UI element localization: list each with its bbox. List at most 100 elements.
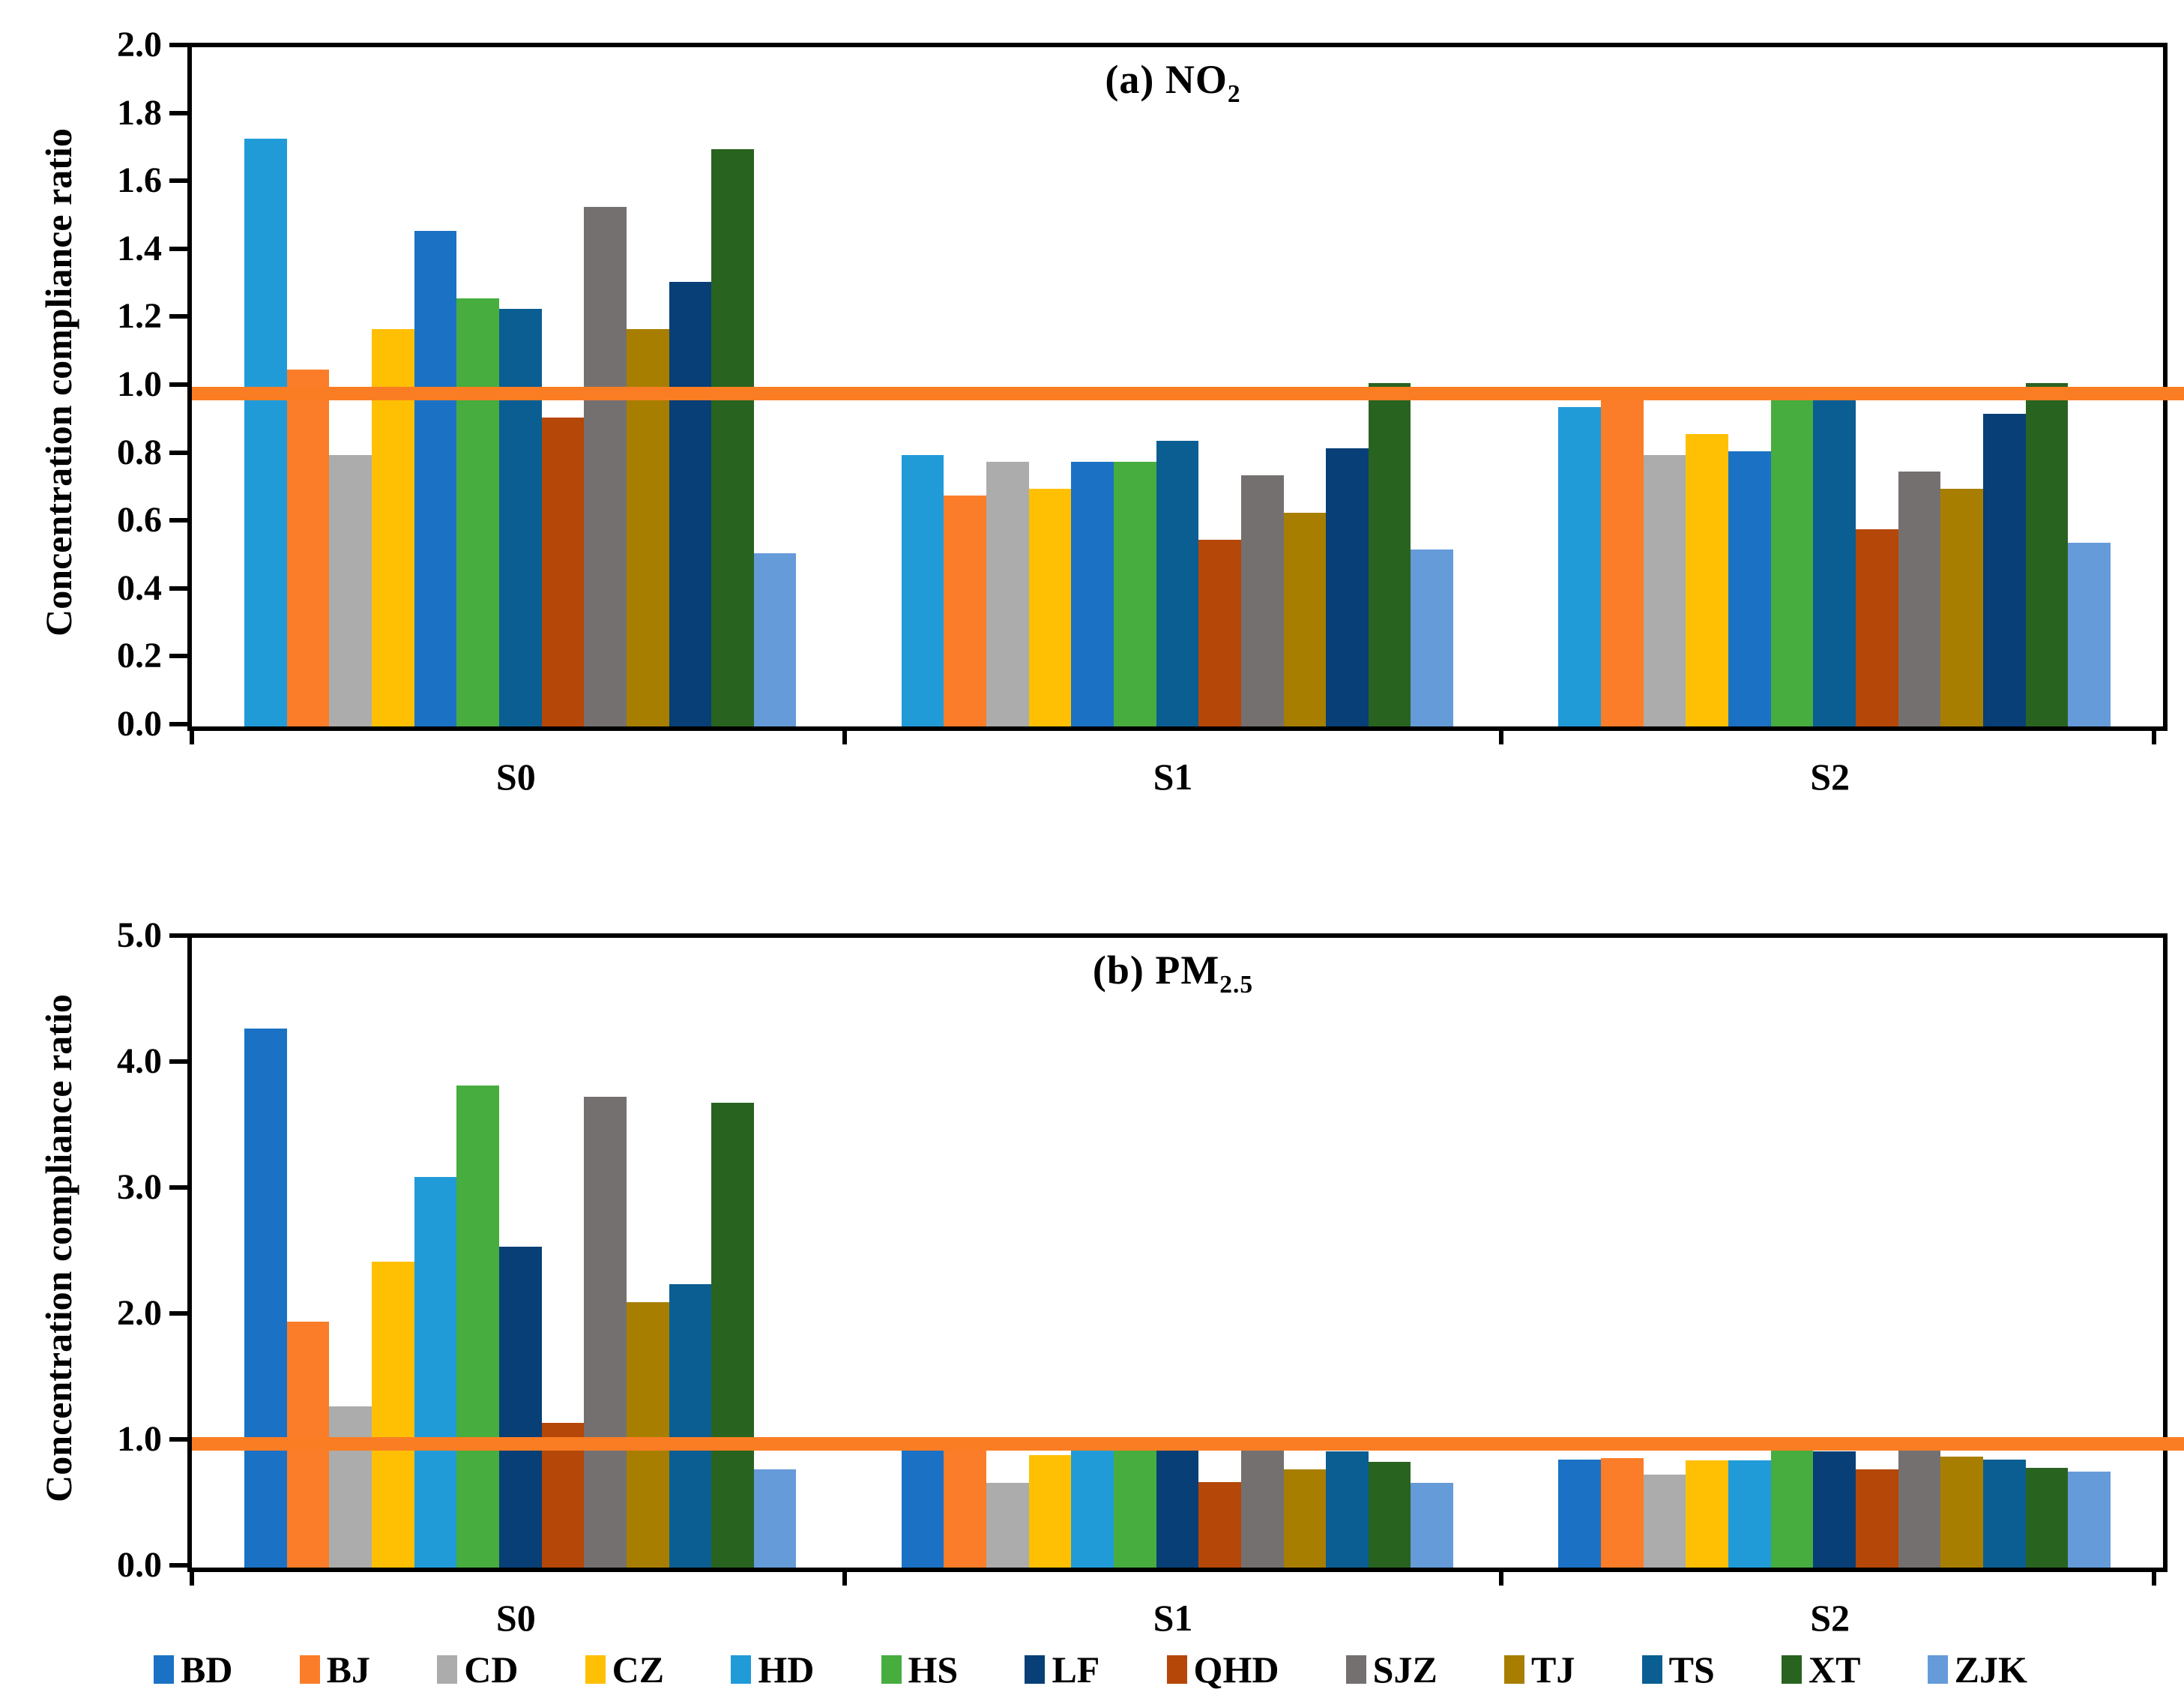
- bar-CD-S2-b: [1643, 1474, 1686, 1568]
- bar-ZJK-S1-a: [1411, 550, 1454, 726]
- y-tick-label: 0.2: [117, 636, 162, 676]
- legend-label-QHD: QHD: [1193, 1649, 1279, 1691]
- y-tick: [169, 518, 187, 523]
- panel-title-text: (b) PM: [1092, 948, 1220, 993]
- y-tick: [169, 314, 187, 319]
- bar-TS-S2-b: [1982, 1459, 2026, 1568]
- panel-title-a: (a) NO2: [187, 56, 2159, 109]
- y-tick: [169, 246, 187, 251]
- y-tick: [169, 382, 187, 387]
- panel-title-text: (a) NO: [1105, 57, 1228, 102]
- legend-swatch-CD: [437, 1655, 458, 1684]
- y-tick-label: 0.0: [117, 1545, 162, 1585]
- bar-CZ-S1-b: [1028, 1455, 1072, 1568]
- bar-BJ-S2-a: [1601, 390, 1644, 726]
- plot-area-b: [187, 933, 2184, 1572]
- bar-SJZ-S1-a: [1240, 475, 1284, 726]
- panel-title-b: (b) PM2.5: [187, 947, 2159, 999]
- legend-label-BJ: BJ: [326, 1649, 371, 1691]
- legend-swatch-HS: [881, 1655, 902, 1684]
- legend-swatch-SJZ: [1345, 1655, 1366, 1684]
- bar-TS-S2-a: [1813, 387, 1856, 726]
- y-tick: [169, 450, 187, 455]
- legend-item-CZ: CZ: [585, 1651, 664, 1688]
- bar-TJ-S2-a: [1940, 488, 1983, 726]
- bar-SJZ-S2-b: [1898, 1450, 1941, 1568]
- bar-QHD-S2-a: [1855, 529, 1898, 726]
- y-tick: [169, 722, 187, 726]
- legend-swatch-XT: [1781, 1655, 1802, 1684]
- legend-swatch-TJ: [1504, 1655, 1525, 1684]
- legend-label-SJZ: SJZ: [1372, 1649, 1438, 1691]
- legend-swatch-TS: [1641, 1655, 1662, 1684]
- bar-HD-S2-a: [1558, 407, 1602, 726]
- bar-BD-S0-a: [414, 230, 457, 726]
- bar-QHD-S2-b: [1855, 1469, 1898, 1568]
- bar-TJ-S1-a: [1283, 512, 1327, 726]
- legend-label-XT: XT: [1808, 1649, 1861, 1691]
- bar-HD-S0-a: [244, 139, 287, 726]
- y-tick-label: 1.0: [117, 1419, 162, 1459]
- bar-ZJK-S0-b: [753, 1469, 797, 1568]
- y-tick: [169, 1437, 187, 1442]
- bar-BJ-S1-b: [944, 1442, 987, 1568]
- legend-label-HS: HS: [908, 1649, 959, 1691]
- bar-HD-S1-a: [901, 454, 944, 726]
- bar-BJ-S1-a: [944, 495, 987, 726]
- bar-HS-S0-a: [456, 298, 499, 726]
- x-tick: [1499, 731, 1504, 744]
- x-tick: [842, 731, 847, 744]
- legend-item-TJ: TJ: [1504, 1651, 1575, 1688]
- legend-label-TS: TS: [1668, 1649, 1715, 1691]
- legend-label-HD: HD: [758, 1649, 815, 1691]
- bar-CZ-S2-a: [1686, 434, 1729, 726]
- bar-LF-S0-b: [498, 1246, 542, 1568]
- reference-line-b: [192, 1437, 2184, 1451]
- legend-label-BD: BD: [181, 1649, 233, 1691]
- panel-title-subscript: 2: [1227, 79, 1241, 108]
- panel-title-subscript: 2.5: [1219, 970, 1254, 999]
- bar-LF-S1-a: [1326, 448, 1369, 726]
- y-tick-label: 1.2: [117, 296, 162, 337]
- bar-QHD-S0-a: [541, 417, 585, 726]
- bar-CZ-S1-a: [1028, 488, 1072, 726]
- x-tick: [2152, 1572, 2156, 1586]
- bar-LF-S0-a: [669, 281, 712, 726]
- bar-XT-S0-a: [711, 148, 754, 726]
- x-category-label-S1-b: S1: [1153, 1597, 1193, 1639]
- y-tick-label: 0.6: [117, 500, 162, 541]
- legend-label-LF: LF: [1052, 1649, 1100, 1691]
- legend-item-XT: XT: [1781, 1649, 1861, 1691]
- y-tick: [169, 1311, 187, 1316]
- bar-BD-S2-b: [1558, 1459, 1602, 1568]
- legend-label-ZJK: ZJK: [1954, 1649, 2027, 1691]
- bar-XT-S1-b: [1368, 1461, 1411, 1568]
- y-tick: [169, 43, 187, 47]
- y-tick-label: 0.8: [117, 432, 162, 472]
- y-tick-label: 0.0: [117, 704, 162, 744]
- bar-group-S2-a: [1558, 47, 2111, 726]
- bar-CD-S2-a: [1643, 454, 1686, 726]
- bar-XT-S0-b: [711, 1103, 754, 1568]
- y-tick-label: 2.0: [117, 25, 162, 64]
- bar-TS-S1-a: [1156, 441, 1199, 726]
- y-tick-label: 0.4: [117, 568, 162, 608]
- bar-XT-S2-a: [2025, 383, 2069, 726]
- legend-label-TJ: TJ: [1531, 1649, 1575, 1691]
- bar-XT-S1-a: [1368, 383, 1411, 726]
- y-tick: [169, 933, 187, 938]
- x-category-label-S0-a: S0: [495, 756, 536, 798]
- bar-LF-S1-b: [1156, 1442, 1199, 1568]
- legend-item-BD: BD: [154, 1651, 232, 1688]
- bar-BD-S1-a: [1071, 461, 1114, 726]
- y-tick: [169, 585, 187, 591]
- y-tick-label: 1.6: [117, 160, 162, 201]
- bar-HD-S0-b: [414, 1177, 457, 1568]
- bar-CD-S1-b: [986, 1483, 1029, 1568]
- legend: BD BJ CD CZ HD HS LF QHD SJZ TJ TS XT ZJK: [154, 1646, 2027, 1693]
- legend-label-CD: CD: [464, 1649, 519, 1691]
- bar-HS-S2-b: [1770, 1450, 1814, 1568]
- legend-item-CD: CD: [437, 1651, 518, 1688]
- legend-item-LF: LF: [1025, 1651, 1099, 1688]
